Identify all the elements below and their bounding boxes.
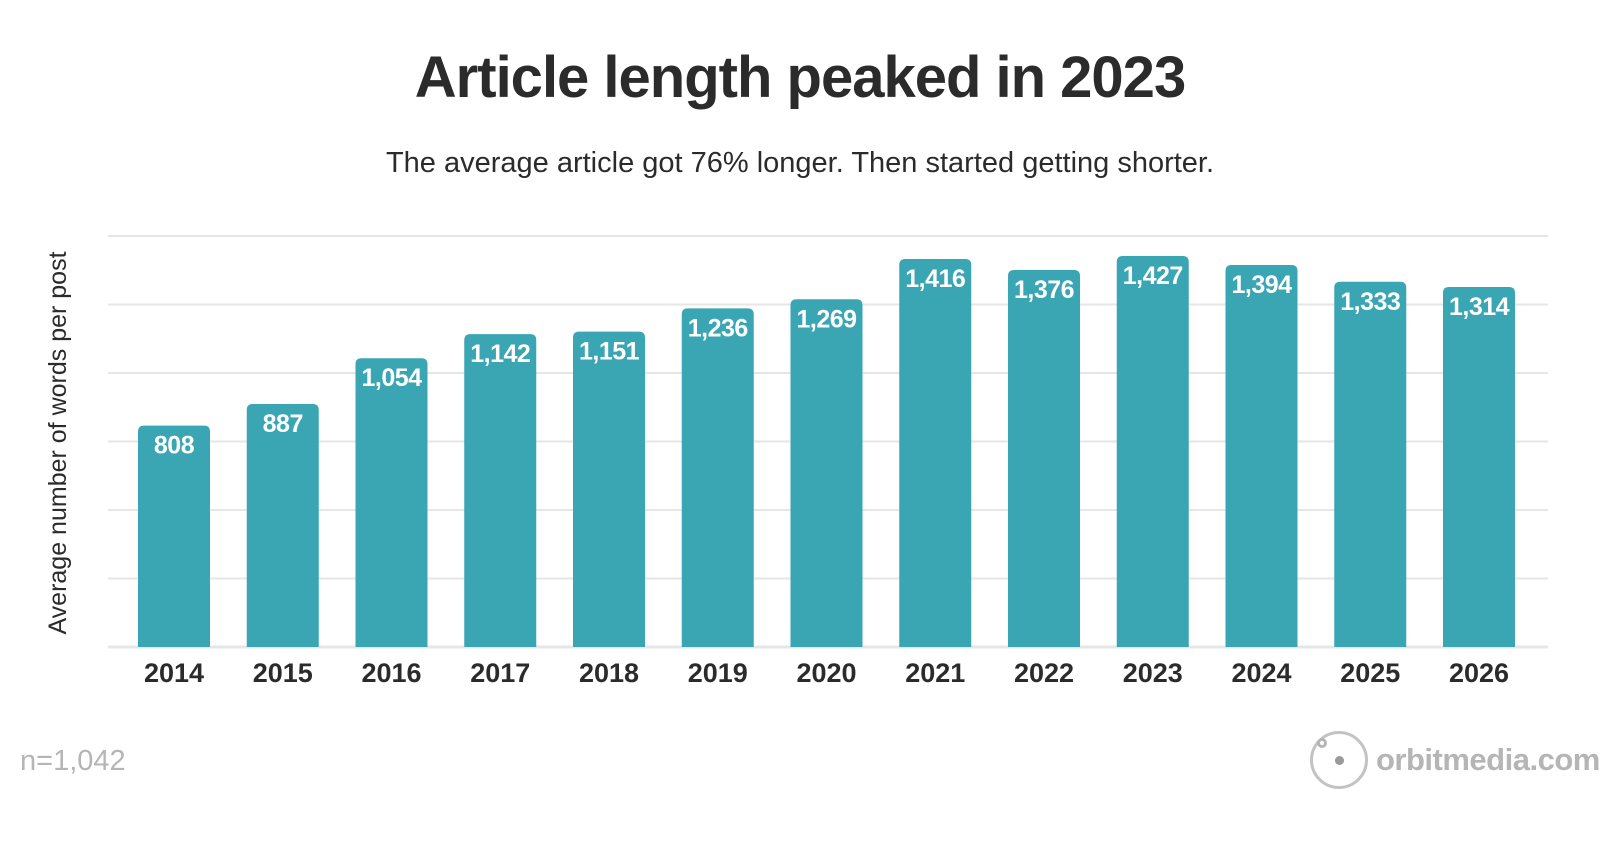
data-label-2019: 1,236 — [688, 314, 748, 342]
x-tick-2023: 2023 — [1123, 658, 1183, 688]
bar-2020 — [790, 299, 863, 647]
data-label-2025: 1,333 — [1340, 288, 1400, 316]
x-tick-2026: 2026 — [1449, 658, 1509, 688]
bar-2017 — [464, 334, 537, 647]
bar-2024 — [1225, 265, 1298, 647]
bar-2026 — [1443, 286, 1515, 647]
bar-2014 — [138, 425, 210, 647]
chart-title: Article length peaked in 2023 — [414, 45, 1186, 110]
y-axis-label: Average number of words per post — [44, 251, 72, 634]
x-tick-2019: 2019 — [688, 658, 748, 688]
x-tick-2015: 2015 — [253, 658, 313, 688]
data-label-2022: 1,376 — [1014, 276, 1074, 304]
data-label-2015: 887 — [263, 410, 303, 438]
bar-2021 — [899, 259, 972, 647]
data-label-2024: 1,394 — [1231, 271, 1292, 299]
data-label-2021: 1,416 — [905, 265, 965, 293]
x-tick-2021: 2021 — [905, 658, 965, 688]
data-label-2018: 1,151 — [579, 338, 640, 366]
brand-text: orbitmedia.com — [1376, 742, 1600, 777]
chart-subtitle: The average article got 76% longer. Then… — [385, 147, 1215, 179]
data-labels: 808 887 1,054 1,142 1,151 1,236 1,269 1,416 1,37… — [154, 262, 1510, 460]
x-tick-2020: 2020 — [796, 658, 856, 688]
sample-size-note: n=1,042 — [20, 745, 126, 777]
x-tick-2022: 2022 — [1014, 658, 1074, 688]
bar-2015 — [246, 403, 319, 647]
x-tick-2018: 2018 — [579, 658, 639, 688]
data-label-2016: 1,054 — [361, 364, 422, 392]
bar-2022 — [1008, 269, 1080, 647]
orbit-logo-icon — [1310, 731, 1368, 789]
x-tick-2025: 2025 — [1340, 658, 1400, 688]
x-tick-2017: 2017 — [470, 658, 530, 688]
data-label-2026: 1,314 — [1449, 293, 1510, 321]
bars — [138, 256, 1515, 647]
bar-2018 — [573, 331, 645, 647]
x-tick-2016: 2016 — [361, 658, 421, 688]
x-tick-2014: 2014 — [144, 658, 204, 688]
bar-2016 — [355, 358, 428, 647]
data-label-2023: 1,427 — [1123, 262, 1183, 290]
data-label-2020: 1,269 — [796, 305, 856, 333]
bar-2025 — [1334, 281, 1407, 647]
data-label-2014: 808 — [154, 432, 195, 460]
bar-2023 — [1116, 256, 1189, 647]
x-tick-2024: 2024 — [1231, 658, 1291, 688]
data-label-2017: 1,142 — [470, 340, 530, 368]
bar-2019 — [681, 308, 754, 647]
x-axis-ticks: 2014 2015 2016 2017 2018 2019 2020 2021 2022 2023… — [144, 658, 1509, 688]
brand: orbitmedia.com — [1310, 728, 1600, 792]
